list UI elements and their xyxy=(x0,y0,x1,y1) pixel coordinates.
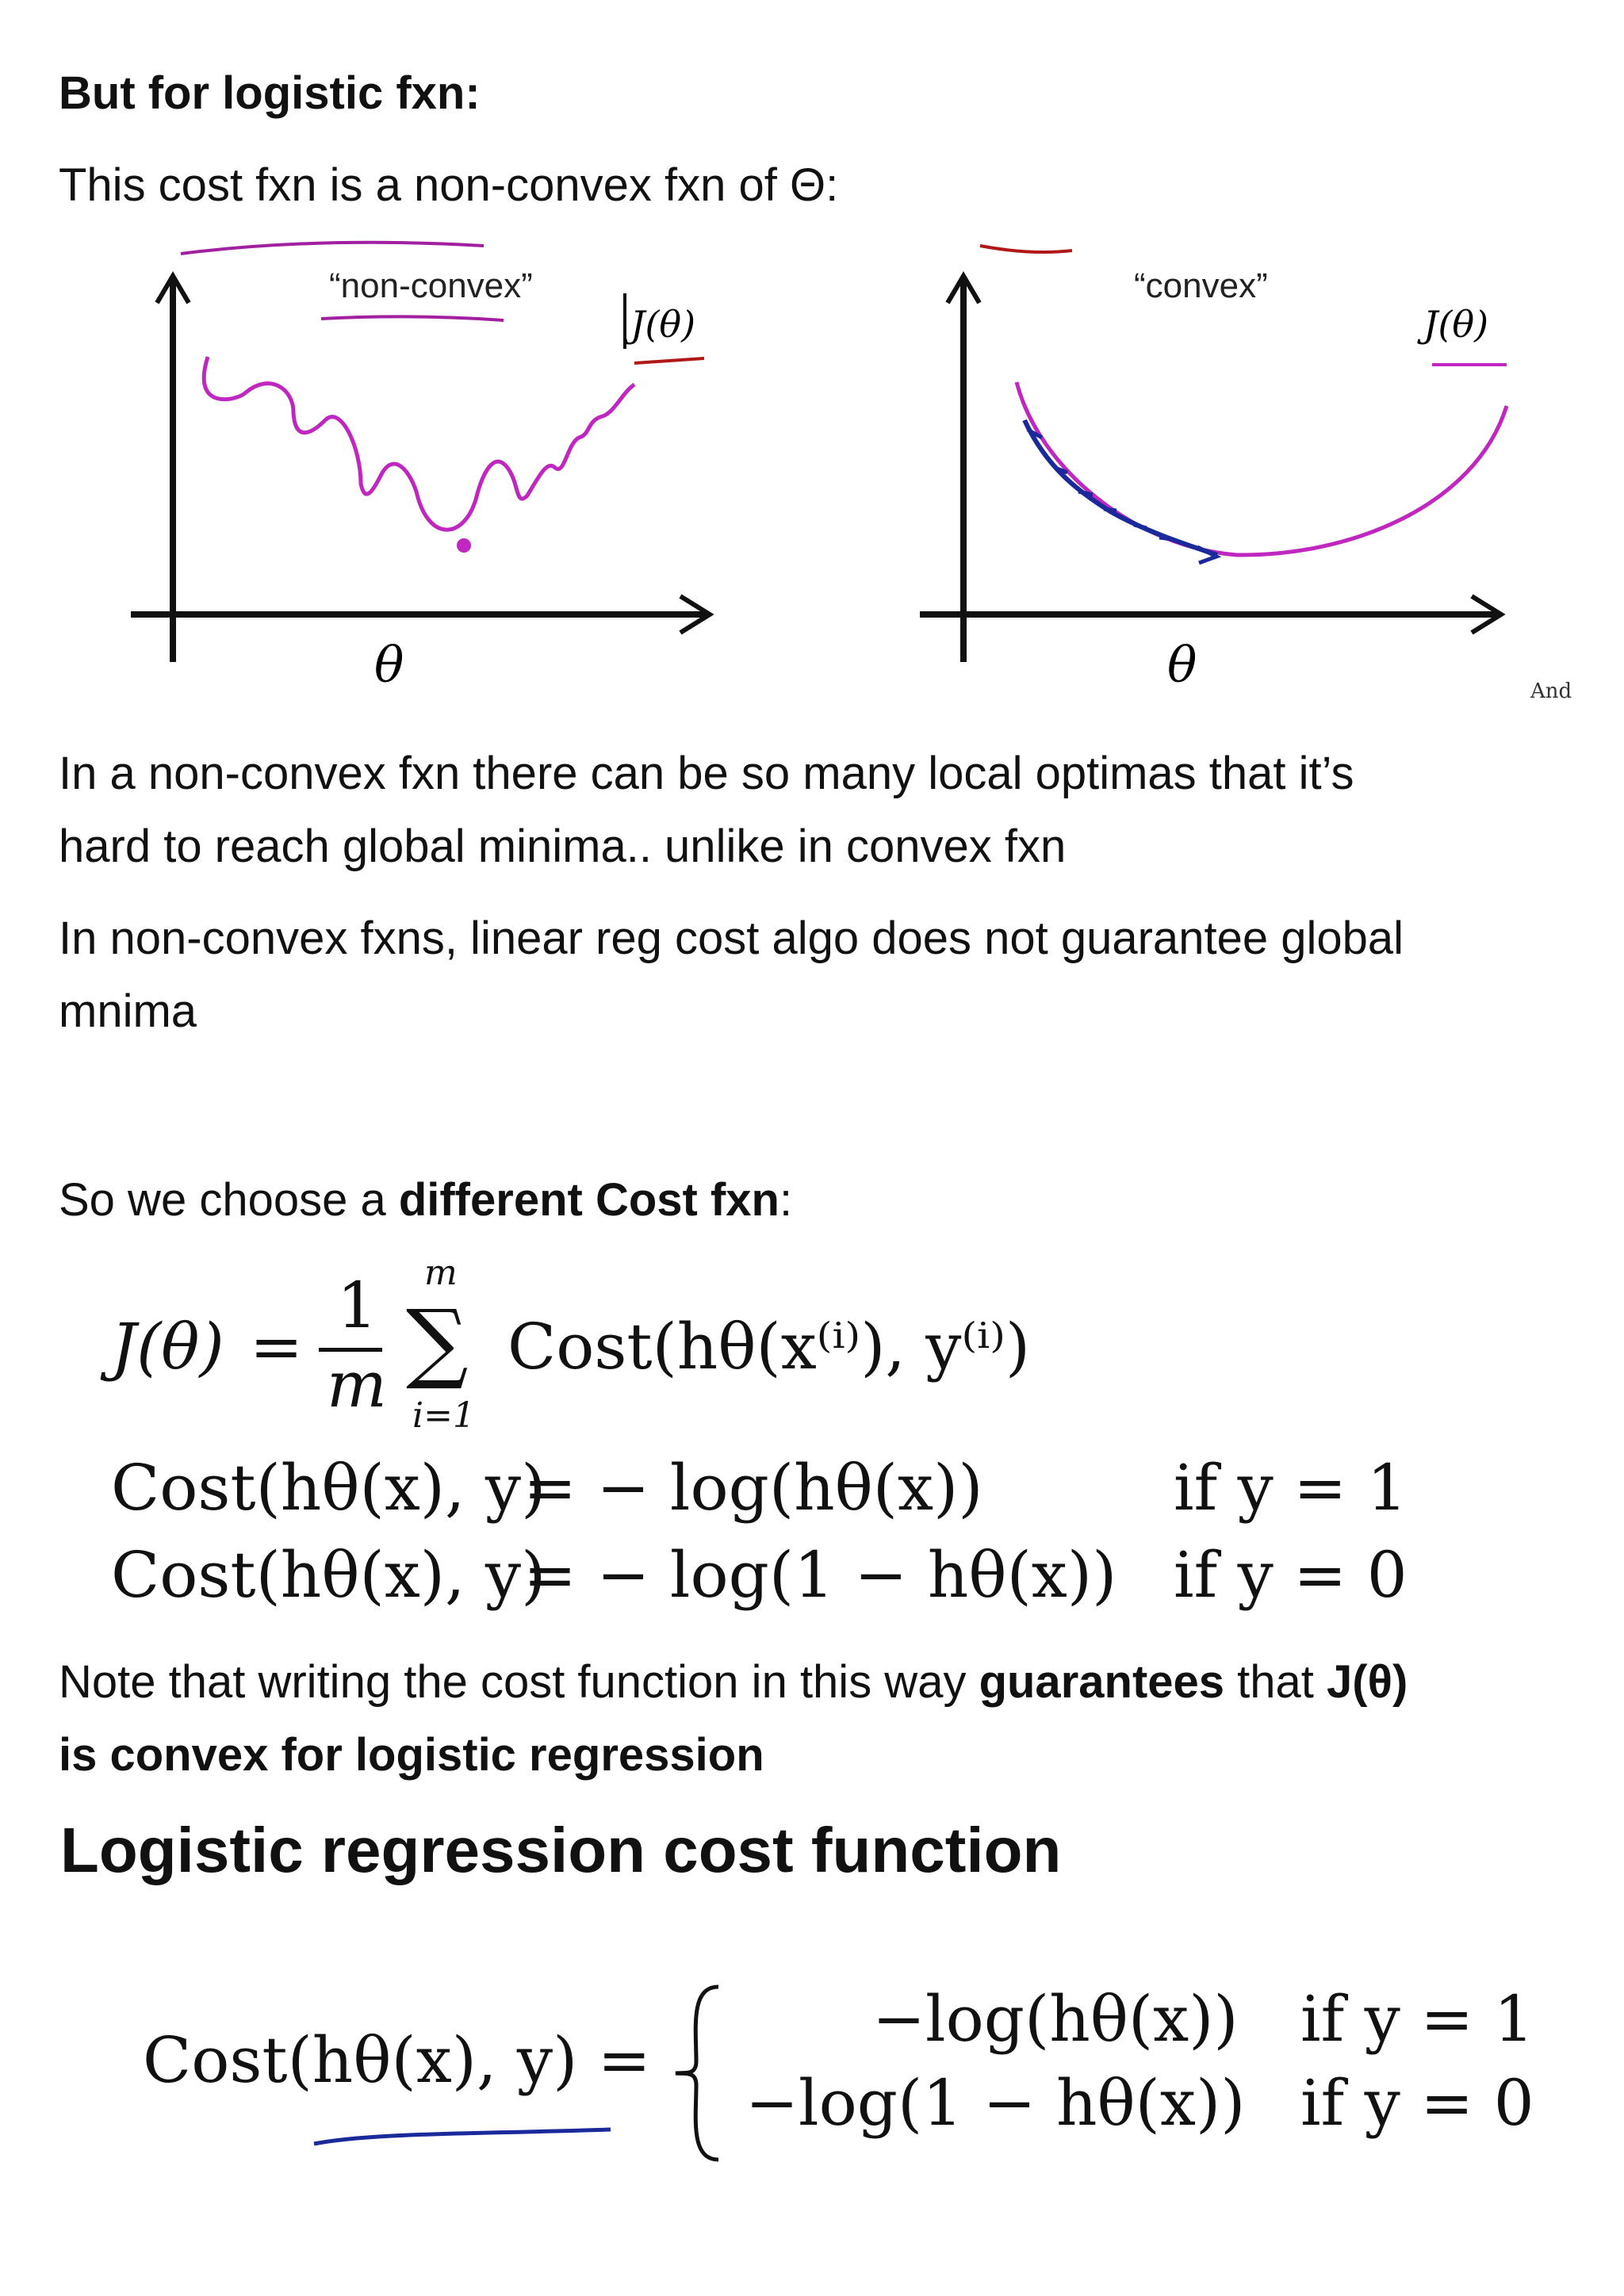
convexity-note-2: is convex for logistic regression xyxy=(59,1729,764,1781)
eq1-frac-den: m xyxy=(327,1348,387,1422)
para-linear-reg-1: In non-convex fxns, linear reg cost algo… xyxy=(59,913,1404,964)
eq4-case2-cond: if y = 0 xyxy=(1300,2066,1534,2140)
choose-prefix: So we choose a xyxy=(59,1174,399,1226)
left-brace-icon xyxy=(675,1984,719,2162)
nonconvex-plot: “non-convex” J(θ) θ xyxy=(131,240,714,694)
heading-logistic: But for logistic fxn: xyxy=(59,67,481,119)
eq1-equals: = xyxy=(250,1310,304,1383)
eq4-case2: −log(1 − hθ(x)) xyxy=(745,2066,1246,2140)
descent-step-ticks xyxy=(1026,427,1173,541)
eq4-case1: −log(hθ(x)) xyxy=(872,1982,1239,2056)
eq3-rhs: = − log(1 − hθ(x)) xyxy=(523,1538,1117,1612)
note-bold-guarantees: guarantees xyxy=(979,1656,1225,1708)
nonconvex-theta-label: θ xyxy=(374,636,404,694)
piecewise-cost-equation: Cost(hθ(x), y) = −log(hθ(x)) if y = 1 −l… xyxy=(143,1966,1570,2172)
nonconvex-intro: This cost fxn is a non-convex fxn of Θ: xyxy=(59,159,839,211)
choose-cost-line: So we choose a different Cost fxn: xyxy=(59,1164,792,1237)
eq3-lhs: Cost(hθ(x), y) xyxy=(111,1538,546,1612)
label-underline xyxy=(320,315,504,322)
eq4-case1-cond: if y = 1 xyxy=(1300,1982,1534,2056)
red-annotation-stroke xyxy=(979,244,1073,254)
eq2-rhs: = − log(hθ(x)) xyxy=(523,1451,983,1525)
choose-bold: different Cost fxn xyxy=(398,1174,779,1226)
eq1-lhs: J(θ) xyxy=(111,1310,224,1383)
eq2-lhs: Cost(hθ(x), y) xyxy=(111,1451,546,1525)
logistic-cost-heading: Logistic regression cost function xyxy=(60,1815,1062,1885)
local-minimum-dot xyxy=(457,538,471,553)
eq1-sum-symbol: ∑ xyxy=(406,1291,469,1392)
choose-suffix: : xyxy=(779,1174,793,1226)
convex-curve-label: J(θ) xyxy=(1417,303,1488,346)
convex-label: “convex” xyxy=(1134,266,1268,305)
descent-arrowhead xyxy=(1196,545,1222,565)
eq1-sum-bottom: i=1 xyxy=(412,1395,475,1436)
note-mid: that xyxy=(1224,1656,1327,1708)
para-local-optima-2: hard to reach global minima.. unlike in … xyxy=(59,821,1067,872)
eq1-sum-top: m xyxy=(424,1253,458,1293)
para-linear-reg-2: mnima xyxy=(59,985,197,1037)
para-local-optima-1: In a non-convex fxn there can be so many… xyxy=(59,748,1354,799)
right-x-arrow xyxy=(1470,594,1506,635)
and-tag: And xyxy=(1530,679,1572,703)
left-y-arrow xyxy=(155,271,191,304)
nonconvex-curve xyxy=(201,356,636,532)
convexity-figure: “non-convex” J(θ) θ “convex” J(θ) θ And xyxy=(0,230,1624,712)
gradient-descent-path xyxy=(1022,419,1218,557)
eq1-frac-num: 1 xyxy=(337,1269,377,1342)
eq4-lhs: Cost(hθ(x), y) = xyxy=(143,2023,651,2097)
red-underline xyxy=(634,357,705,365)
right-y-arrow xyxy=(945,271,982,304)
note-bold-j: J(θ) xyxy=(1327,1656,1408,1708)
convex-curve xyxy=(1014,381,1509,557)
eq1-frac-bar xyxy=(319,1348,382,1352)
eq1-body: Cost(hθ(x⁽ⁱ⁾), y⁽ⁱ⁾) xyxy=(508,1310,1031,1383)
nonconvex-label: “non-convex” xyxy=(329,266,533,305)
note-prefix: Note that writing the cost function in t… xyxy=(59,1656,979,1708)
purple-annotation-stroke xyxy=(180,240,485,255)
cost-sum-equation: J(θ) = 1 m m ∑ i=1 Cost(hθ(x⁽ⁱ⁾), y⁽ⁱ⁾) xyxy=(111,1253,1063,1443)
left-x-arrow xyxy=(679,594,714,635)
convexity-note-1: Note that writing the cost function in t… xyxy=(59,1646,1408,1719)
convexity-figure-svg: “non-convex” J(θ) θ “convex” J(θ) θ And xyxy=(59,240,1572,712)
eq3-cond: if y = 0 xyxy=(1174,1538,1408,1612)
blue-annotation xyxy=(313,2127,611,2146)
convex-plot: “convex” J(θ) θ And xyxy=(920,244,1572,703)
nonconvex-curve-label: J(θ) xyxy=(624,303,695,346)
convex-theta-label: θ xyxy=(1167,636,1197,694)
eq2-cond: if y = 1 xyxy=(1174,1451,1408,1525)
